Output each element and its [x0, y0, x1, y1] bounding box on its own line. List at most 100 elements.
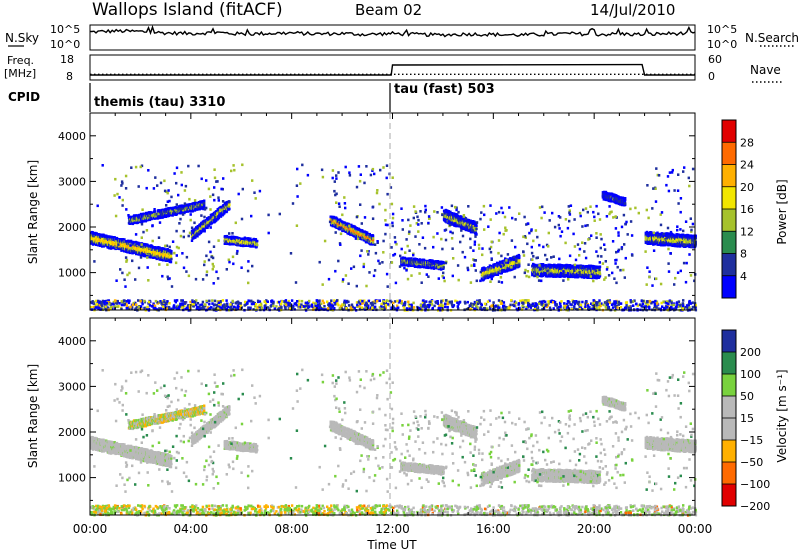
power-echo-cell — [170, 250, 173, 253]
noise-sky-line — [90, 24, 696, 38]
noise-left-tick-bottom: 10^0 — [50, 38, 80, 51]
power-echo-cell — [480, 211, 483, 214]
power-echo-cell — [514, 218, 517, 221]
power-echo-cell — [113, 236, 116, 239]
cpid-label: CPID — [8, 90, 40, 104]
cpid-mode-2: tau (fast) 503 — [394, 82, 495, 97]
power-echo-cell — [361, 230, 365, 233]
power-echo-cell — [417, 265, 421, 268]
power-echo-cell — [192, 231, 195, 235]
power-echo-cell — [159, 249, 162, 252]
power-echo-cell — [426, 259, 429, 263]
power-echo-cell — [598, 272, 602, 276]
power-echo-cell — [135, 214, 139, 217]
noise-left-tick-top: 10^5 — [50, 23, 80, 36]
noise-search-label: N.Search — [745, 31, 799, 45]
power-echo-cell — [691, 167, 695, 171]
power-echo-cell — [404, 251, 407, 254]
power-echo-cell — [617, 234, 620, 237]
power-echo-cell — [629, 220, 633, 223]
power-echo-cell — [344, 274, 348, 277]
power-echo-cell — [203, 199, 206, 203]
power-echo-cell — [173, 251, 176, 255]
freq-label-line2: [MHz] — [4, 67, 36, 80]
power-echo-cell — [254, 238, 258, 241]
power-echo-cell — [171, 214, 174, 217]
power-echo-cell — [157, 236, 161, 239]
power-echo-cell — [679, 197, 683, 200]
power-echo-cell — [165, 259, 168, 262]
power-echo-cell — [343, 226, 347, 229]
power-echo-cell — [215, 210, 218, 213]
power-echo-cell — [363, 238, 366, 242]
power-echo-cell — [203, 228, 206, 231]
power-echo-cell — [215, 218, 218, 222]
power-echo-cell — [400, 264, 404, 267]
power-echo-cell — [213, 215, 217, 219]
power-echo-cell — [217, 239, 220, 242]
power-echo-cell — [169, 255, 173, 259]
power-echo-cell — [187, 164, 190, 168]
power-echo-cell — [474, 269, 477, 272]
power-echo-cell — [335, 217, 339, 220]
power-echo-cell — [617, 231, 620, 234]
power-echo-cell — [394, 240, 397, 244]
power-echo-cell — [366, 241, 370, 244]
power-echo-cell — [171, 210, 174, 213]
power-echo-cell — [371, 241, 375, 244]
power-echo-cell — [189, 218, 192, 222]
power-echo-cell — [368, 271, 371, 274]
power-echo-cell — [518, 259, 521, 262]
power-echo-cell — [373, 243, 377, 246]
power-echo-cell — [234, 239, 238, 243]
power-echo-cell — [624, 197, 627, 200]
power-echo-cell — [207, 224, 210, 227]
power-echo-cell — [97, 243, 100, 247]
power-echo-cell — [225, 209, 229, 213]
power-echo-cell — [321, 175, 325, 179]
power-echo-cell — [677, 173, 680, 176]
power-echo-cell — [153, 217, 156, 220]
power-echo-cell — [151, 211, 154, 215]
noise-right-tick-bottom: 10^0 — [707, 38, 737, 51]
power-echo-cell — [573, 269, 576, 273]
power-echo-cell — [343, 221, 347, 225]
power-echo-cell — [92, 236, 95, 240]
power-echo-cell — [612, 216, 615, 219]
power-echo-cell — [340, 226, 343, 230]
power-echo-cell — [146, 215, 150, 219]
power-echo-cell — [510, 258, 514, 261]
power-echo-cell — [475, 279, 478, 283]
power-echo-cell — [209, 226, 212, 229]
power-echo-cell — [250, 214, 253, 218]
nave-label: Nave — [750, 63, 781, 77]
power-echo-cell — [135, 241, 138, 244]
power-echo-cell — [332, 221, 335, 225]
freq-label-line1: Freq. — [7, 54, 34, 67]
power-echo-cell — [427, 261, 431, 264]
site-title: Wallops Island (fitACF) — [92, 0, 283, 20]
power-echo-cell — [371, 234, 375, 238]
power-echo-cell — [654, 187, 657, 190]
power-echo-cell — [540, 272, 543, 276]
freq-left-tick-top: 18 — [60, 53, 74, 66]
power-echo-cell — [183, 189, 187, 192]
power-echo-cell — [403, 266, 406, 270]
power-echo-cell — [518, 255, 521, 258]
power-echo-cell — [205, 179, 208, 182]
power-echo-cell — [394, 281, 398, 285]
power-echo-cell — [152, 256, 155, 259]
power-echo-cell — [401, 219, 404, 222]
power-echo-cell — [684, 280, 688, 284]
power-echo-cell — [420, 281, 423, 284]
power-echo-cell — [344, 230, 347, 233]
power-echo-cell — [168, 258, 171, 262]
date-label: 14/Jul/2010 — [590, 1, 675, 19]
noise-right-tick-top: 10^5 — [707, 23, 737, 36]
power-echo-cell — [604, 260, 607, 263]
power-echo-cell — [624, 202, 627, 205]
power-echo-cell — [213, 186, 216, 189]
power-echo-cell — [333, 189, 336, 193]
power-echo-cell — [595, 236, 598, 239]
power-echo-cell — [537, 279, 541, 282]
